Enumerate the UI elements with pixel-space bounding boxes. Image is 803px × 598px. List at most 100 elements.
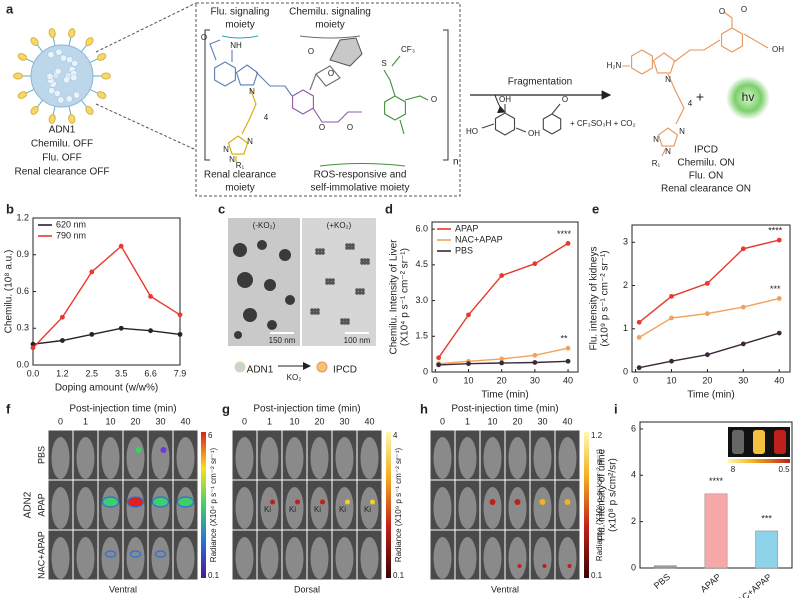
- legend-label: APAP: [455, 223, 478, 233]
- bar: [704, 493, 728, 569]
- fragment: [361, 291, 365, 295]
- brace: [319, 163, 406, 167]
- fragment: [343, 318, 347, 322]
- atom-label: OH: [772, 45, 784, 54]
- mouse-body: [151, 537, 170, 579]
- atom-label: N: [249, 87, 255, 96]
- fragment: [321, 248, 325, 252]
- ligand: [85, 37, 94, 47]
- atom-label: 4: [264, 113, 269, 122]
- fragment: [363, 261, 367, 265]
- x-tick-label: 6.6: [144, 368, 157, 378]
- point: [669, 358, 674, 364]
- x-tick-label: 30: [530, 375, 540, 385]
- imaging-title: Post-injection time (min): [451, 404, 558, 415]
- signal: [345, 499, 350, 505]
- legend-label: PBS: [455, 245, 473, 255]
- fragment: [313, 308, 317, 312]
- atom-label: O: [741, 5, 747, 14]
- time-label: 0: [242, 416, 247, 426]
- ligand: [17, 53, 28, 61]
- ring: [494, 112, 516, 136]
- y-tick-label: 0: [631, 562, 636, 572]
- mouse-body: [176, 437, 195, 479]
- point: [499, 356, 505, 362]
- particle-state: Renal clearance OFF: [14, 167, 109, 178]
- atom-label: H₂N: [607, 61, 622, 70]
- point: [118, 243, 124, 249]
- particle: [285, 295, 295, 305]
- ligand: [48, 113, 56, 124]
- time-label: 30: [537, 416, 547, 426]
- core-dot: [66, 56, 74, 64]
- time-label: 40: [364, 416, 374, 426]
- panel-label: e: [592, 201, 599, 216]
- atom-label: OH: [499, 95, 511, 104]
- time-label: 1: [465, 416, 470, 426]
- mouse-body: [285, 437, 304, 479]
- row-label: NAC+APAP: [36, 531, 46, 579]
- core-dot: [70, 74, 78, 82]
- point: [532, 261, 538, 267]
- mouse-body: [533, 537, 552, 579]
- mouse-body: [151, 437, 170, 479]
- tem-image: [302, 218, 376, 346]
- x-tick-label: 10: [463, 375, 473, 385]
- zoom-box: [195, 2, 461, 197]
- atom-label: N: [665, 147, 671, 156]
- fragment: [343, 321, 347, 325]
- bond: [241, 87, 257, 135]
- point: [776, 237, 782, 243]
- y-tick-label: 0: [623, 366, 628, 376]
- atom-label: CF₃: [401, 45, 415, 54]
- signal: [517, 564, 522, 568]
- significance: ***: [761, 513, 772, 523]
- arrow-label: Fragmentation: [508, 77, 572, 88]
- bond: [312, 107, 362, 123]
- time-label: 10: [105, 416, 115, 426]
- signal: [295, 499, 300, 505]
- x-tick-label: PBS: [652, 572, 672, 591]
- mouse-body: [335, 537, 354, 579]
- particle: [234, 331, 242, 339]
- x-tick-label: 10: [666, 375, 676, 385]
- fragment: [358, 288, 362, 292]
- particle: [267, 320, 277, 330]
- mouse-body: [126, 537, 145, 579]
- fragment: [345, 246, 349, 250]
- colorbar-label: Radiance (X10⁴ p s⁻¹ cm⁻² sr⁻¹): [209, 447, 218, 562]
- panel-label: i: [614, 401, 618, 416]
- point: [705, 311, 710, 317]
- product-state: Renal clearance ON: [661, 184, 751, 195]
- plot-frame: [631, 224, 791, 373]
- row-label: PBS: [36, 446, 46, 464]
- point: [177, 312, 183, 318]
- panel-label: c: [218, 201, 225, 216]
- signal: [126, 496, 145, 508]
- point: [118, 325, 124, 331]
- signal: [542, 564, 547, 568]
- mouse-body: [76, 487, 95, 529]
- polymer-brackets: [204, 29, 449, 161]
- signal: [129, 550, 142, 558]
- fragment: [325, 278, 329, 282]
- fragment: [340, 321, 344, 325]
- fragment: [310, 311, 314, 315]
- product-name: IPCD: [694, 145, 718, 156]
- y-tick-label: 1.5: [415, 331, 428, 341]
- point: [776, 330, 782, 336]
- y-tick-label: 3: [623, 237, 628, 247]
- ring: [214, 61, 236, 87]
- fragment: [348, 243, 352, 247]
- core-dot: [65, 95, 73, 103]
- fragment: [318, 251, 322, 255]
- x-tick-label: 0: [633, 375, 638, 385]
- zoom-line: [95, 103, 197, 151]
- point: [177, 331, 183, 337]
- bar: [653, 565, 677, 569]
- particle-state: Chemilu. OFF: [31, 139, 93, 150]
- y-tick-label: 1: [623, 323, 628, 333]
- y-tick-label: 4: [631, 470, 636, 480]
- organ-label: Ki: [264, 505, 271, 514]
